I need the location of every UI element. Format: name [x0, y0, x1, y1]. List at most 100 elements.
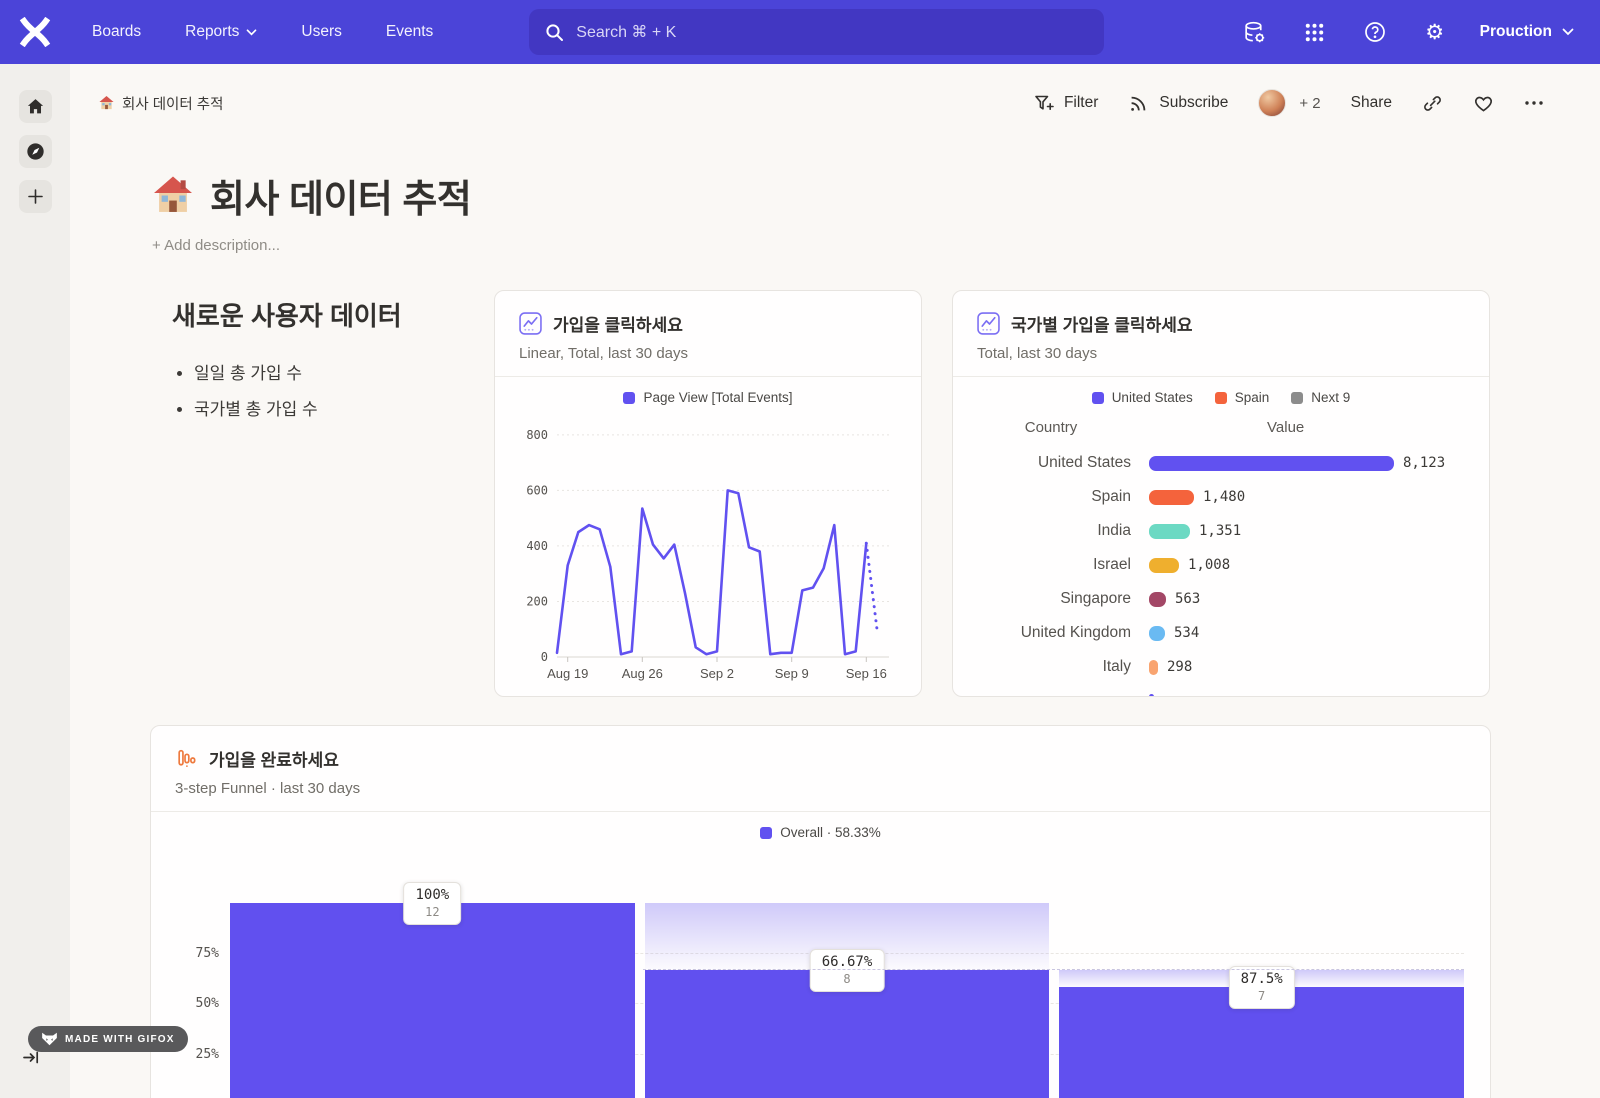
- nav-item-events[interactable]: Events: [386, 23, 433, 41]
- funnel-ytick: 75%: [195, 945, 219, 961]
- svg-text:400: 400: [526, 539, 548, 553]
- table-row[interactable]: Israel 1,008: [953, 548, 1489, 582]
- country-value: 1,480: [1203, 489, 1246, 505]
- copy-link-button[interactable]: [1422, 93, 1443, 114]
- svg-text:Sep 9: Sep 9: [775, 666, 809, 681]
- legend-swatch: [623, 391, 636, 404]
- discover-button[interactable]: [18, 135, 52, 168]
- funnel-chart-card[interactable]: 가입을 완료하세요 3-step Funnel · last 30 days O…: [150, 725, 1491, 1098]
- apps-grid-icon[interactable]: [1300, 17, 1330, 47]
- sidebar-collapse-button[interactable]: [22, 1048, 40, 1071]
- project-switcher[interactable]: Prouction: [1480, 23, 1574, 41]
- svg-text:0: 0: [541, 650, 548, 664]
- line-legend: Page View [Total Events]: [495, 390, 921, 405]
- svg-text:200: 200: [526, 595, 548, 609]
- nav-item-boards[interactable]: Boards: [92, 23, 141, 41]
- data-management-icon[interactable]: [1240, 17, 1270, 47]
- legend-swatch: [1091, 391, 1104, 404]
- funnel-step-2[interactable]: 66.67% 8: [644, 903, 1050, 1098]
- table-row[interactable]: India 1,351: [953, 514, 1489, 548]
- funnel-step-1[interactable]: 100% 12: [230, 882, 635, 1098]
- country-card-title: 국가별 가입을 클릭하세요: [1011, 316, 1193, 335]
- funnel-ytick: 50%: [195, 996, 219, 1011]
- country-bar: [1149, 625, 1165, 641]
- help-icon[interactable]: [1360, 17, 1390, 47]
- more-options-button[interactable]: [1524, 100, 1544, 106]
- breadcrumb[interactable]: 회사 데이터 추적: [98, 93, 223, 114]
- table-row[interactable]: United Kingdom 534: [953, 616, 1489, 650]
- legend-label: Page View [Total Events]: [643, 390, 793, 405]
- nav-item-label: Events: [385, 23, 434, 40]
- nav-item-label: Reports: [185, 23, 240, 40]
- heart-icon: [1474, 96, 1493, 112]
- favorite-button[interactable]: [1473, 94, 1494, 113]
- add-description[interactable]: + Add description...: [152, 237, 280, 254]
- svg-text:800: 800: [526, 428, 548, 442]
- text-card: 새로운 사용자 데이터 일일 총 가입 수국가별 총 가입 수: [150, 290, 494, 697]
- main-content: 회사 데이터 추적 Filter Subscribe: [70, 64, 1600, 1098]
- left-sidebar: [0, 64, 70, 1098]
- search-input[interactable]: Search ⌘ + K: [529, 9, 1105, 55]
- funnel-step-callout: 66.67% 8: [809, 949, 885, 993]
- country-bar: [1149, 659, 1158, 675]
- collaborators[interactable]: + 2: [1258, 89, 1321, 117]
- country-bar-wrap: 563: [1149, 591, 1200, 607]
- gifox-label: MADE WITH GIFOX: [65, 1033, 175, 1045]
- country-bar-wrap: 298: [1149, 659, 1192, 675]
- funnel-card-header: 가입을 완료하세요 3-step Funnel · last 30 days: [151, 726, 1490, 812]
- text-card-bullets: 일일 총 가입 수국가별 총 가입 수: [194, 359, 494, 420]
- line-chart-icon: [977, 312, 1000, 335]
- country-bar: [1149, 523, 1190, 539]
- line-chart[interactable]: 0 200 400 600 800 Aug 19 Aug 26 Sep 2 Sep 9 Sep 1…: [495, 407, 921, 696]
- main-nav: Boards Reports Users Events: [92, 23, 433, 41]
- nav-item-users[interactable]: Users: [301, 23, 341, 41]
- country-label: India: [1097, 522, 1131, 539]
- table-row[interactable]: United States 8,123: [953, 446, 1489, 480]
- compass-icon: [26, 143, 44, 160]
- country-legend: United States Spain Next 9: [953, 390, 1489, 405]
- line-chart-card[interactable]: 가입을 클릭하세요 Linear, Total, last 30 days Pa…: [494, 290, 922, 697]
- table-row[interactable]: Spain 1,480: [953, 480, 1489, 514]
- filter-funnel-icon: [1035, 95, 1054, 110]
- country-table-header: Country Value: [953, 419, 1489, 436]
- svg-text:Aug 26: Aug 26: [622, 666, 663, 681]
- home-button[interactable]: [18, 90, 52, 123]
- country-card-subtitle: Total, last 30 days: [977, 345, 1098, 362]
- table-row[interactable]: Singapore 563: [953, 582, 1489, 616]
- funnel-step-percent: 100%: [415, 887, 450, 903]
- legend-label: United States: [1111, 390, 1193, 405]
- nav-item-reports[interactable]: Reports: [185, 23, 257, 41]
- text-card-heading: 새로운 사용자 데이터: [172, 301, 402, 331]
- funnel-reference-line: [643, 969, 1464, 971]
- funnel-step-percent: 66.67%: [821, 954, 873, 971]
- funnel-step-count: 7: [1258, 989, 1266, 1004]
- funnel-chart-icon: [178, 749, 196, 767]
- filter-button[interactable]: Filter: [1033, 93, 1098, 114]
- svg-text:Aug 19: Aug 19: [547, 666, 588, 681]
- nav-item-label: Users: [301, 23, 342, 40]
- funnel-ytick: 25%: [195, 1046, 219, 1062]
- bullet-item: 일일 총 가입 수: [194, 359, 494, 384]
- legend-swatch: [760, 826, 773, 839]
- share-button[interactable]: Share: [1351, 94, 1392, 112]
- share-label: Share: [1350, 94, 1392, 111]
- board-header: 회사 데이터 추적 + Add description...: [70, 142, 1600, 254]
- legend-item-united-states: United States: [1091, 390, 1193, 405]
- mixpanel-logo-icon[interactable]: [18, 17, 52, 47]
- funnel-step-percent: 87.5%: [1240, 971, 1283, 988]
- settings-gear-icon[interactable]: ⚙: [1425, 20, 1445, 44]
- page-title[interactable]: 회사 데이터 추적: [150, 168, 1600, 223]
- funnel-step-3[interactable]: 87.5% 7: [1059, 904, 1465, 1098]
- filter-label: Filter: [1063, 94, 1099, 111]
- legend-item-next-9: Next 9: [1291, 390, 1350, 405]
- ellipsis-icon: [1525, 101, 1543, 105]
- add-button[interactable]: [18, 180, 52, 213]
- subscribe-button[interactable]: Subscribe: [1128, 92, 1228, 114]
- rss-icon: [1131, 96, 1146, 111]
- table-row-partial[interactable]: [953, 684, 1489, 696]
- country-chart-card[interactable]: 국가별 가입을 클릭하세요 Total, last 30 days United…: [952, 290, 1490, 697]
- gifox-badge[interactable]: MADE WITH GIFOX: [28, 1026, 188, 1052]
- table-row[interactable]: Italy 298: [953, 650, 1489, 684]
- country-label: Italy: [1102, 658, 1131, 675]
